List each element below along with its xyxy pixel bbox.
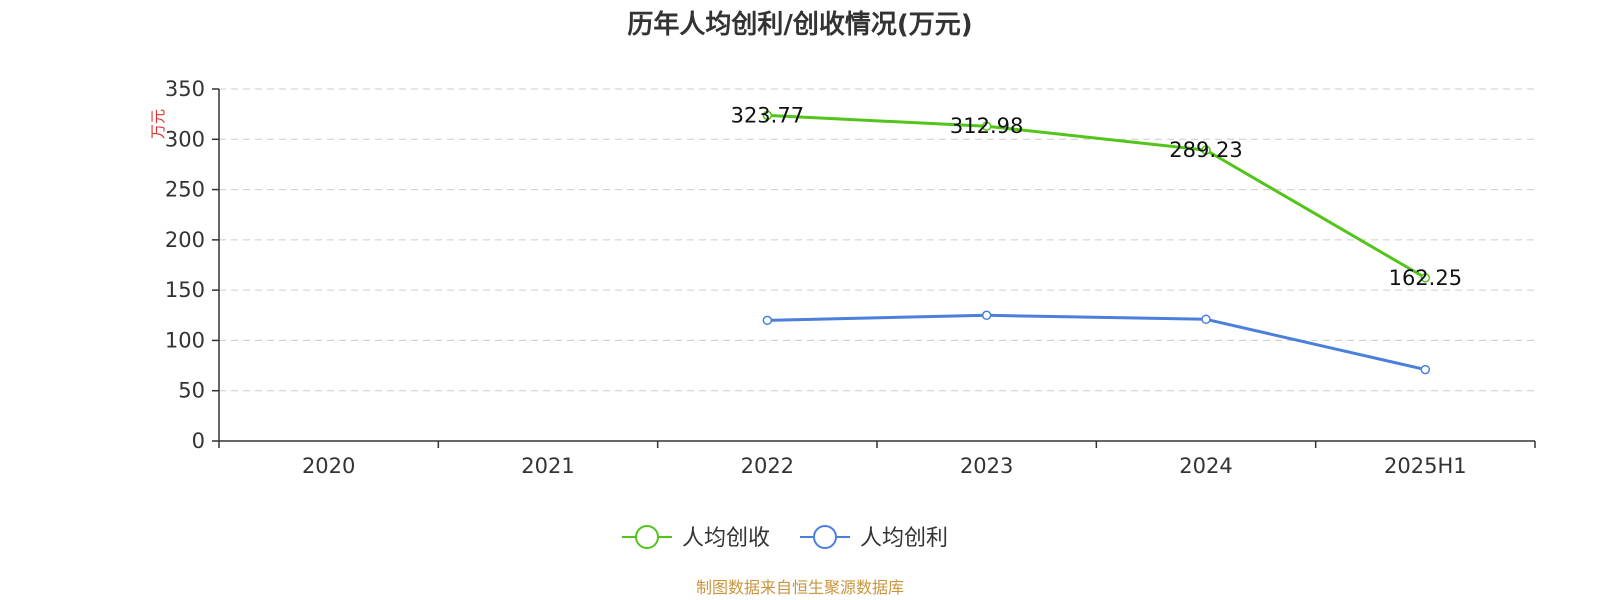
chart-title: 历年人均创利/创收情况(万元) [627, 9, 972, 40]
series-1 [762, 110, 1431, 283]
data-label: 312.98 [950, 114, 1023, 138]
x-tick-label: 2023 [960, 454, 1013, 478]
legend-marker-icon [635, 525, 659, 549]
data-point[interactable] [981, 310, 992, 321]
y-tick-label: 50 [178, 379, 205, 403]
y-tick-label: 350 [165, 77, 205, 101]
y-tick-label: 150 [165, 278, 205, 302]
x-tick-label: 2021 [521, 454, 574, 478]
series-2 [762, 310, 1431, 375]
x-tick-label: 2022 [741, 454, 794, 478]
y-tick-label: 100 [165, 328, 205, 352]
data-label: 162.25 [1389, 266, 1462, 290]
data-point[interactable] [762, 110, 773, 121]
legend-label: 人均创利 [860, 526, 948, 551]
y-tick-label: 300 [165, 127, 205, 151]
legend-item-1[interactable]: 人均创收 [622, 525, 770, 551]
x-tick-label: 2020 [302, 454, 355, 478]
legend-label: 人均创收 [682, 526, 770, 551]
x-ticks: 2020 2021 2022 2023 2024 2025H1 [218, 441, 1536, 478]
y-tick-label: 0 [192, 429, 205, 453]
legend[interactable]: 人均创收 人均创利 [622, 525, 948, 551]
axes [218, 89, 1535, 442]
data-label: 323.77 [731, 103, 804, 127]
y-tick-label: 200 [165, 228, 205, 252]
data-point[interactable] [981, 121, 992, 131]
series-line [767, 113, 1427, 280]
x-tick-label: 2025H1 [1384, 454, 1467, 478]
grid-lines [219, 88, 1535, 392]
y-axis-label: 万元 [149, 109, 167, 139]
data-labels: 323.77 312.98 289.23 162.25 [731, 103, 1462, 289]
series-line [767, 313, 1426, 372]
data-point[interactable] [762, 315, 773, 326]
data-point[interactable] [1201, 145, 1211, 155]
legend-marker-icon [813, 525, 837, 549]
y-tick-label: 250 [165, 178, 205, 202]
data-label: 289.23 [1169, 138, 1242, 162]
series [762, 110, 1431, 375]
source-note: 制图数据来自恒生聚源数据库 [696, 578, 904, 597]
data-point[interactable] [1420, 273, 1431, 283]
data-point[interactable] [1420, 364, 1431, 375]
y-ticks: 0 50 100 150 200 250 300 350 [165, 77, 219, 453]
data-point[interactable] [1201, 314, 1211, 325]
x-tick-label: 2024 [1179, 454, 1232, 478]
legend-item-2[interactable]: 人均创利 [800, 525, 948, 551]
